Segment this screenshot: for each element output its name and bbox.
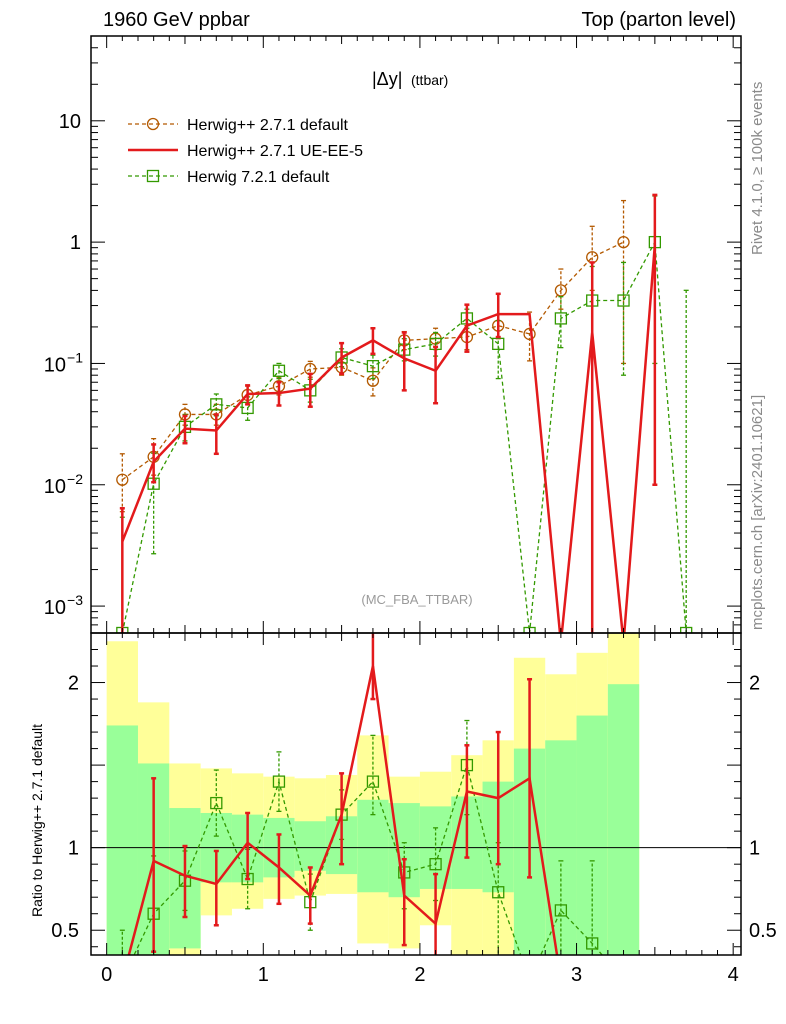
legend: Herwig++ 2.7.1 default Herwig++ 2.7.1 UE… bbox=[128, 117, 363, 186]
herwig721-point bbox=[523, 626, 536, 633]
ratio-herwig721-point bbox=[429, 858, 442, 871]
herwig721-point bbox=[554, 312, 568, 325]
herwig-default-point bbox=[366, 374, 380, 387]
y-tick-label: 10 bbox=[44, 597, 66, 619]
ratio-series bbox=[117, 633, 629, 985]
ratio-herwig721-point bbox=[366, 775, 380, 788]
legend-marker-square bbox=[146, 169, 160, 183]
band-green bbox=[106, 725, 138, 955]
ratio-herwig721-point bbox=[618, 974, 629, 985]
x-tick-label: 1 bbox=[258, 964, 269, 986]
legend-label-ue-ee5: Herwig++ 2.7.1 UE-EE-5 bbox=[187, 143, 363, 160]
chart-title: |Δy| bbox=[372, 69, 402, 89]
herwig-default-point bbox=[116, 473, 129, 486]
ratio-herwig721-point bbox=[117, 974, 128, 985]
herwig721-point bbox=[210, 398, 223, 411]
ratio-y-tick-label-right: 0.5 bbox=[749, 920, 777, 942]
y-tick-label: 10 bbox=[44, 354, 66, 376]
band-green bbox=[607, 684, 640, 955]
x-tick-label: 4 bbox=[728, 964, 739, 986]
mcplots-label: mcplots.cern.ch [arXiv:2401.10621] bbox=[749, 395, 766, 630]
analysis-watermark: (MC_FBA_TTBAR) bbox=[361, 592, 472, 607]
y-tick-label: 1 bbox=[70, 232, 81, 254]
legend-entry-herwig-default: Herwig++ 2.7.1 default bbox=[128, 117, 349, 134]
ratio-herwig721-point bbox=[524, 974, 535, 985]
chart-title-suffix: (ttbar) bbox=[411, 72, 448, 88]
legend-label-herwig721: Herwig 7.2.1 default bbox=[187, 169, 330, 186]
rivet-label: Rivet 4.1.0, ≥ 100k events bbox=[749, 82, 766, 255]
y-tick-label: 10 bbox=[44, 476, 66, 498]
legend-marker-circle bbox=[146, 117, 160, 131]
x-tick-label: 3 bbox=[571, 964, 582, 986]
herwig-default-line bbox=[121, 241, 624, 481]
y-tick-label: 10 bbox=[59, 111, 81, 133]
x-tick-label: 0 bbox=[101, 964, 112, 986]
ratio-herwig721-point bbox=[210, 796, 223, 810]
ratio-herwig721-point bbox=[554, 904, 568, 917]
ratio-herwig721-point bbox=[586, 937, 599, 950]
herwig721-point bbox=[617, 294, 630, 307]
ratio-herwig721-point bbox=[272, 775, 286, 788]
herwig-default-point bbox=[523, 327, 536, 341]
y-tick-exponent: −1 bbox=[67, 349, 83, 365]
legend-entry-herwig721: Herwig 7.2.1 default bbox=[128, 169, 330, 186]
header-right: Top (parton level) bbox=[581, 9, 736, 31]
y-tick-exponent: −2 bbox=[67, 471, 83, 487]
main-series bbox=[116, 193, 693, 633]
herwig721-point bbox=[680, 626, 693, 633]
x-tick-label: 2 bbox=[414, 964, 425, 986]
herwig-default-point bbox=[617, 235, 630, 249]
herwig721-point bbox=[366, 359, 380, 373]
herwig721-point bbox=[272, 364, 286, 377]
herwig721-point bbox=[492, 337, 505, 351]
ratio-ylabel: Ratio to Herwig++ 2.7.1 default bbox=[29, 724, 45, 917]
ratio-herwig721-point bbox=[492, 886, 505, 899]
ratio-frame bbox=[90, 632, 742, 956]
ratio-y-tick-label: 2 bbox=[68, 673, 79, 695]
ratio-y-tick-label-right: 1 bbox=[749, 838, 760, 860]
y-tick-exponent: −3 bbox=[67, 592, 83, 608]
ratio-y-tick-label-right: 2 bbox=[749, 673, 760, 695]
band-green bbox=[294, 821, 326, 871]
ratio-y-tick-label: 1 bbox=[68, 838, 79, 860]
header-left: 1960 GeV ppbar bbox=[103, 9, 250, 31]
ratio-ue-ee5-line bbox=[127, 665, 559, 955]
legend-label-herwig-default: Herwig++ 2.7.1 default bbox=[187, 117, 349, 134]
legend-entry-ue-ee5: Herwig++ 2.7.1 UE-EE-5 bbox=[128, 143, 363, 160]
herwig-default-point bbox=[554, 284, 568, 297]
ue-ee5-line bbox=[121, 244, 657, 633]
ratio-y-tick-label: 0.5 bbox=[51, 920, 79, 942]
